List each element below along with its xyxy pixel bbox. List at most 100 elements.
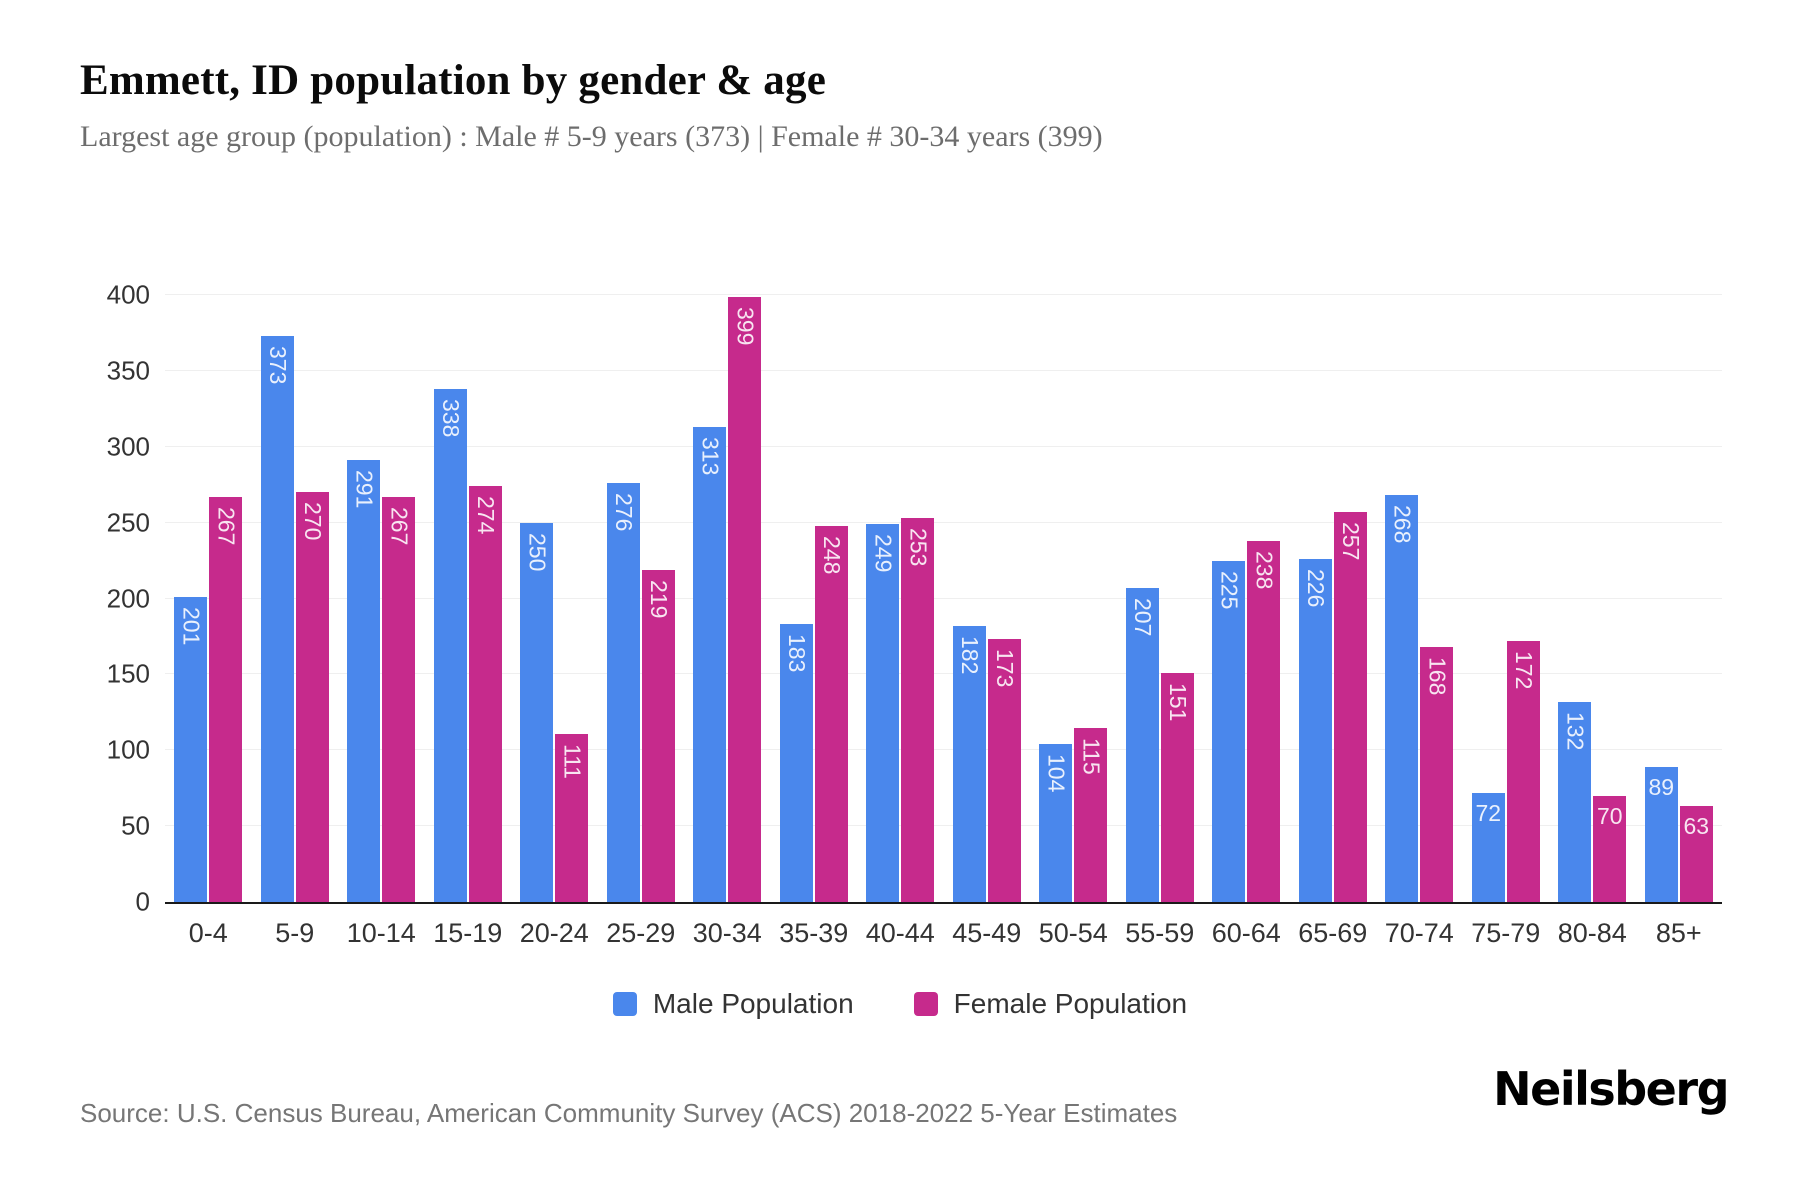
female-bar-65-69[interactable]: 257 (1333, 512, 1367, 902)
x-tick-label: 40-44 (865, 918, 935, 948)
bar-value-label: 267 (386, 506, 413, 546)
legend-swatch (913, 992, 938, 1016)
bar-value-label: 257 (1337, 522, 1364, 561)
chart-title: Emmett, ID population by gender & age (80, 57, 826, 104)
bar-group-45-49: 182 173 45-49 (944, 295, 1031, 948)
bar-value-label: 313 (697, 437, 724, 476)
y-tick-label: 0 (135, 886, 150, 917)
x-tick-label: 70-74 (1384, 918, 1454, 948)
bar-value-label: 70 (1596, 802, 1623, 829)
gridline (165, 445, 1722, 447)
bar-value-label: 201 (178, 606, 205, 646)
bar-value-label: 168 (1424, 657, 1451, 696)
female-bar-35-39[interactable]: 248 (814, 525, 848, 902)
female-bar-30-34[interactable]: 399 (728, 296, 762, 902)
bar-value-label: 172 (1510, 651, 1537, 690)
bar-value-label: 104 (1043, 754, 1070, 793)
bar-group-75-79: 72 172 75-79 (1463, 295, 1550, 948)
bar-value-label: 268 (1389, 505, 1416, 544)
male-bar-10-14[interactable]: 291 (347, 460, 381, 902)
male-bar-80-84[interactable]: 132 (1558, 701, 1592, 902)
gridline (165, 749, 1722, 751)
bar-value-label: 253 (905, 528, 932, 567)
bar-value-label: 238 (1251, 550, 1278, 590)
female-bar-15-19[interactable]: 274 (468, 486, 502, 902)
legend-label: Male Population (652, 988, 854, 1019)
bar-group-70-74: 268 168 70-74 (1376, 295, 1463, 948)
bar-group-55-59: 207 151 55-59 (1117, 295, 1204, 948)
bar-group-50-54: 104 115 50-54 (1030, 295, 1117, 948)
gridline (165, 369, 1722, 371)
y-tick-label: 300 (106, 431, 150, 462)
male-bar-0-4[interactable]: 201 (174, 596, 208, 902)
male-bar-30-34[interactable]: 313 (693, 427, 727, 902)
bar-value-label: 274 (472, 496, 499, 535)
male-bar-70-74[interactable]: 268 (1385, 495, 1419, 902)
male-bar-50-54[interactable]: 104 (1039, 744, 1073, 902)
legend: Male Population Female Population (0, 988, 1800, 1020)
bar-group-15-19: 338 274 15-19 (425, 295, 512, 948)
male-bar-75-79[interactable]: 72 (1471, 792, 1505, 902)
legend-item-male[interactable]: Male Population (612, 988, 854, 1020)
x-tick-label: 75-79 (1471, 918, 1541, 948)
bar-group-5-9: 373 270 5-9 (252, 295, 339, 948)
y-tick-label: 400 (106, 279, 150, 310)
bar-value-label: 63 (1683, 813, 1710, 840)
bar-value-label: 183 (783, 634, 810, 673)
y-tick-label: 250 (106, 507, 150, 538)
x-tick-label: 80-84 (1557, 918, 1627, 948)
bar-value-label: 182 (956, 635, 983, 675)
plot-area: 201 267 0-4 373 270 5-9 291 267 10-14 338 274 15-19… (165, 294, 1722, 948)
bar-value-label: 338 (437, 399, 464, 438)
male-bar-15-19[interactable]: 338 (433, 389, 467, 902)
male-bar-60-64[interactable]: 225 (1212, 560, 1246, 902)
female-bar-55-59[interactable]: 151 (1160, 672, 1194, 902)
male-bar-65-69[interactable]: 226 (1298, 559, 1332, 902)
bar-value-label: 89 (1648, 773, 1675, 800)
female-bar-50-54[interactable]: 115 (1074, 727, 1108, 902)
x-tick-label: 5-9 (275, 918, 315, 948)
female-bar-85+[interactable]: 63 (1679, 806, 1713, 902)
female-bar-80-84[interactable]: 70 (1593, 795, 1627, 902)
female-bar-25-29[interactable]: 219 (641, 569, 675, 902)
bar-group-10-14: 291 267 10-14 (338, 295, 425, 948)
female-bar-20-24[interactable]: 111 (555, 733, 589, 902)
male-bar-45-49[interactable]: 182 (952, 625, 986, 902)
bar-value-label: 173 (991, 649, 1018, 688)
female-bar-40-44[interactable]: 253 (901, 518, 935, 902)
bar-value-label: 72 (1475, 799, 1502, 826)
bar-value-label: 207 (1129, 597, 1156, 637)
x-tick-label: 15-19 (433, 918, 503, 948)
x-tick-label: 25-29 (606, 918, 676, 948)
bar-groups: 201 267 0-4 373 270 5-9 291 267 10-14 338 274 15-19… (165, 295, 1722, 948)
female-bar-45-49[interactable]: 173 (987, 639, 1021, 902)
female-bar-75-79[interactable]: 172 (1506, 641, 1540, 902)
legend-item-female[interactable]: Female Population (913, 988, 1187, 1020)
male-bar-25-29[interactable]: 276 (606, 483, 640, 902)
male-bar-35-39[interactable]: 183 (779, 624, 813, 902)
bar-value-label: 132 (1562, 711, 1589, 751)
female-bar-70-74[interactable]: 168 (1420, 647, 1454, 902)
y-tick-label: 150 (106, 658, 150, 689)
bar-group-35-39: 183 248 35-39 (771, 295, 858, 948)
male-bar-85+[interactable]: 89 (1644, 766, 1678, 902)
x-tick-label: 45-49 (952, 918, 1022, 948)
x-tick-label: 65-69 (1298, 918, 1368, 948)
male-bar-5-9[interactable]: 373 (260, 335, 294, 902)
bar-group-0-4: 201 267 0-4 (165, 295, 252, 948)
bar-value-label: 373 (264, 345, 291, 385)
female-bar-10-14[interactable]: 267 (382, 496, 416, 902)
bar-group-60-64: 225 238 60-64 (1203, 295, 1290, 948)
gridline (165, 597, 1722, 599)
female-bar-0-4[interactable]: 267 (209, 496, 243, 902)
bar-group-80-84: 132 70 80-84 (1549, 295, 1636, 948)
bar-group-65-69: 226 257 65-69 (1290, 295, 1377, 948)
male-bar-40-44[interactable]: 249 (866, 524, 900, 902)
female-bar-60-64[interactable]: 238 (1247, 540, 1281, 902)
gridline (165, 294, 1722, 295)
male-bar-20-24[interactable]: 250 (520, 522, 554, 902)
male-bar-55-59[interactable]: 207 (1125, 587, 1159, 902)
female-bar-5-9[interactable]: 270 (295, 492, 329, 902)
source-text: Source: U.S. Census Bureau, American Com… (80, 1098, 1178, 1128)
x-tick-label: 20-24 (519, 918, 589, 948)
